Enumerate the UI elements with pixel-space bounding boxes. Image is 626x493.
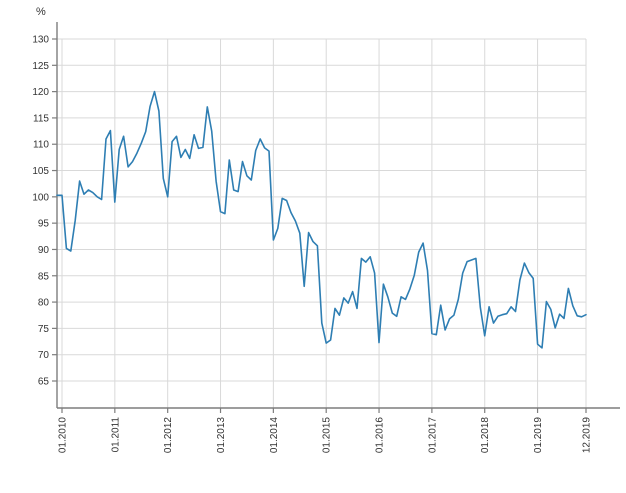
x-tick-label: 01.2019 xyxy=(533,417,544,454)
y-tick-label: 105 xyxy=(32,166,49,177)
x-tick-label: 01.2011 xyxy=(110,417,121,453)
y-tick-label: 125 xyxy=(32,61,49,72)
data-series-line xyxy=(56,90,587,349)
y-tick-label: 70 xyxy=(38,350,50,361)
y-tick-label: 65 xyxy=(38,377,50,388)
y-tick-label: 80 xyxy=(38,298,50,309)
y-tick-label: 115 xyxy=(33,113,49,124)
x-tick-label: 12.2019 xyxy=(582,417,593,454)
x-tick-label: 01.2015 xyxy=(322,417,333,454)
y-tick-label: 95 xyxy=(38,219,50,230)
y-tick-label: 110 xyxy=(33,140,49,151)
x-tick-label: 01.2013 xyxy=(216,417,227,454)
y-tick-label: 75 xyxy=(38,324,50,335)
y-axis-unit-label: % xyxy=(36,6,46,18)
x-tick-label: 01.2014 xyxy=(269,417,280,454)
x-tick-label: 01.2018 xyxy=(480,417,491,454)
y-tick-label: 90 xyxy=(38,245,50,256)
x-tick-label: 01.2016 xyxy=(375,417,386,454)
x-tick-label: 01.2017 xyxy=(427,417,438,454)
x-tick-label: 01.2010 xyxy=(58,417,69,454)
y-tick-label: 100 xyxy=(32,192,49,203)
y-tick-label: 85 xyxy=(38,271,50,282)
y-tick-label: 130 xyxy=(32,35,49,46)
x-tick-label: 01.2012 xyxy=(163,417,174,454)
y-tick-label: 120 xyxy=(32,87,49,98)
